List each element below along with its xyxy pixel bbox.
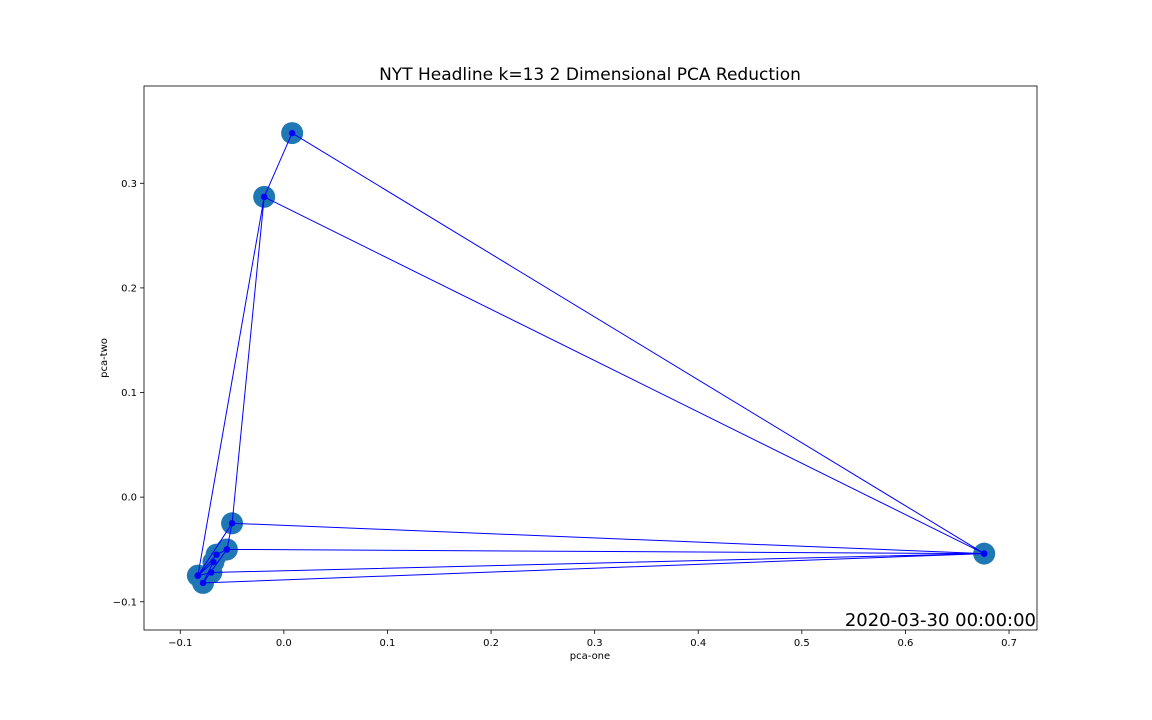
trajectory-point-11: [223, 546, 231, 553]
x-axis: −0.1 0.0 0.1 0.2 0.3 0.4 0.5 0.6 0.7: [168, 630, 1017, 649]
trajectory-point-7: [213, 551, 220, 558]
x-tick-label: 0.0: [276, 638, 292, 649]
x-tick-label: 0.6: [897, 638, 913, 649]
trajectory-point-13: [980, 550, 988, 557]
trajectory-point-10: [228, 520, 236, 527]
y-axis-label: pca-two: [99, 338, 110, 378]
y-tick-label: 0.2: [121, 283, 137, 294]
trajectory-point-17: [199, 579, 207, 587]
x-tick-label: −0.1: [168, 638, 192, 649]
y-tick-label: 0.1: [121, 388, 137, 399]
axes-frame: [143, 85, 1038, 631]
y-axis: −0.1 0.0 0.1 0.2 0.3: [113, 179, 144, 608]
trajectory-point-14: [208, 569, 215, 576]
x-tick-label: 0.5: [794, 638, 810, 649]
trajectory-point-15: [194, 572, 202, 579]
x-axis-label: pca-one: [570, 651, 610, 662]
trajectory-point-16: [210, 558, 217, 566]
x-tick-label: 0.7: [1001, 638, 1017, 649]
x-tick-label: 0.2: [483, 638, 499, 649]
y-tick-label: −0.1: [113, 597, 137, 608]
plot-area: [186, 122, 996, 594]
x-tick-label: 0.3: [587, 638, 603, 649]
y-tick-label: 0.0: [121, 493, 137, 504]
y-tick-label: 0.3: [121, 179, 137, 190]
trajectory-point-4: [260, 193, 268, 201]
trajectory-point-2: [288, 129, 296, 137]
timestamp-annotation: 2020-03-30 00:00:00: [845, 610, 1036, 631]
x-tick-label: 0.1: [379, 638, 395, 649]
chart-title: NYT Headline k=13 2 Dimensional PCA Redu…: [379, 65, 801, 85]
x-tick-label: 0.4: [690, 638, 706, 649]
